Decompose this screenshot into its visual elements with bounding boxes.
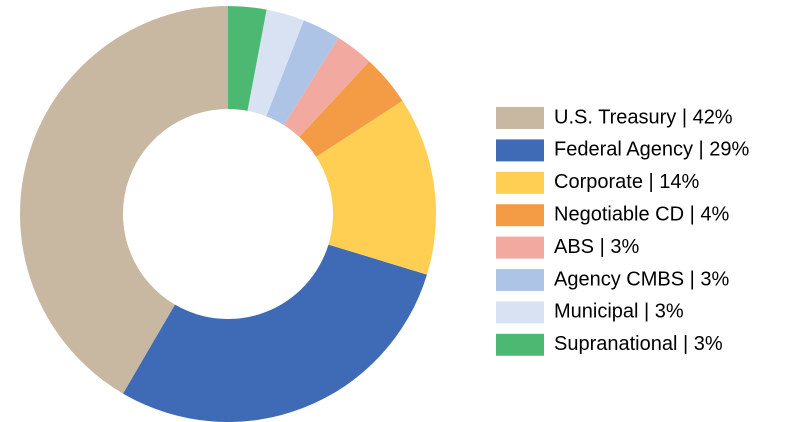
slice	[19, 6, 228, 394]
slice	[228, 6, 267, 111]
legend-swatch	[496, 301, 544, 324]
legend-label: Municipal | 3%	[554, 301, 684, 323]
slice	[283, 37, 370, 137]
slice	[266, 20, 339, 126]
legend-swatch	[496, 171, 544, 194]
slice	[123, 244, 427, 422]
legend-swatch	[496, 236, 544, 259]
legend-label: ABS | 3%	[554, 236, 639, 258]
legend-label: Negotiable CD | 4%	[554, 203, 730, 225]
legend-label: Corporate | 14%	[554, 171, 699, 193]
legend-label: U.S. Treasury | 42%	[554, 106, 733, 128]
slice	[247, 9, 304, 117]
legend-swatch	[496, 204, 544, 227]
legend-label: Supranational | 3%	[554, 333, 723, 355]
legend-swatch	[496, 107, 544, 129]
legend-swatch	[496, 333, 544, 356]
slice	[299, 61, 403, 157]
legend-swatch	[496, 139, 544, 162]
legend-label: Agency CMBS | 3%	[554, 268, 729, 290]
slice	[316, 100, 436, 275]
legend-label: Federal Agency | 29%	[554, 139, 750, 161]
legend-swatch	[496, 269, 544, 291]
